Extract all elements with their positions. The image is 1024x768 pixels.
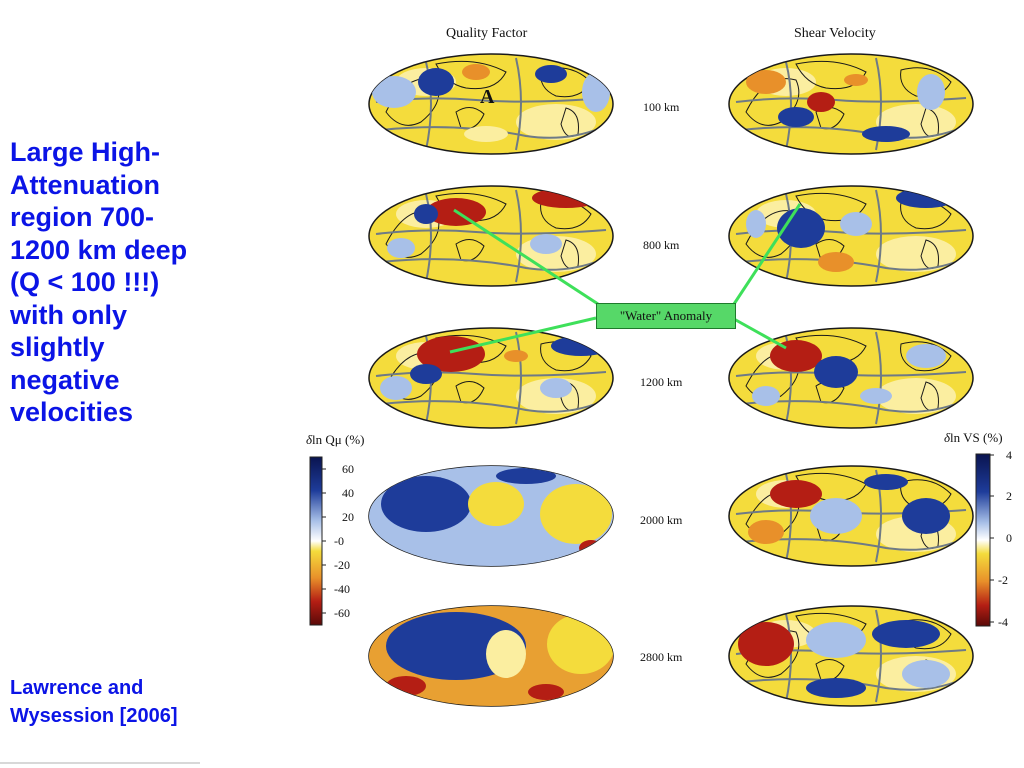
colorbar-vs-ticks (990, 454, 994, 623)
depth-label-2000km: 2000 km (640, 513, 683, 527)
globe-q-2000km (366, 464, 616, 568)
main-text-line: with only (10, 299, 127, 330)
main-text-line: (Q < 100 !!!) (10, 267, 160, 297)
column-title-shear-velocity: Shear Velocity (794, 26, 876, 41)
anomaly-leader-lines (449, 203, 802, 354)
colorbar-vs-tick: 2 (1006, 489, 1012, 503)
depth-label-800km: 800 km (643, 238, 680, 252)
globe-vs-100km (729, 54, 973, 154)
globe-q-800km (369, 186, 613, 286)
colorbar-vs-tick: -4 (998, 615, 1008, 629)
globe-vs-1200km (729, 328, 973, 428)
colorbar-vs-title-text: ln VS (%) (950, 430, 1003, 445)
colorbar-q-title-delta: δ (306, 432, 313, 447)
colorbar-q-ticks (322, 468, 326, 614)
main-text-line: Attenuation (10, 169, 160, 200)
colorbar-q-tick: 20 (342, 510, 354, 524)
colorbar-q-tick: -20 (334, 558, 350, 572)
globe-vs-2800km (729, 606, 973, 706)
depth-label-100km: 100 km (643, 100, 680, 114)
colorbar-vs-tick: 4 (1006, 448, 1012, 462)
colorbar-vs-title-delta: δ (944, 430, 951, 445)
colorbar-vs-tick: 0 (1006, 531, 1012, 545)
citation-line: Wysession [2006] (10, 705, 178, 727)
slide-main-text: Large High- Attenuation region 700- 1200… (10, 136, 250, 429)
colorbar-q-title: δln Qμ (%) (306, 432, 365, 448)
figure-graphics (309, 14, 994, 744)
colorbar-q-tick: -0 (334, 534, 344, 548)
bottom-rule (0, 762, 200, 764)
citation: Lawrence and Wysession [2006] (10, 674, 250, 730)
main-text-line: region 700- (10, 202, 155, 232)
depth-label-1200km: 1200 km (640, 375, 683, 389)
main-text-line: negative (10, 364, 120, 395)
globe-q-2800km (366, 604, 616, 708)
water-anomaly-callout: "Water" Anomaly (596, 303, 736, 329)
colorbar-q-tick: -40 (334, 582, 350, 596)
colorbar-q (309, 456, 323, 626)
citation-line: Lawrence and (10, 677, 144, 699)
main-text-line: Large High- (10, 137, 161, 167)
colorbar-q-tick: 40 (342, 486, 354, 500)
main-text-line: 1200 km deep (10, 234, 188, 265)
globe-vs-800km (729, 186, 973, 286)
globe-vs-2000km (729, 466, 973, 566)
main-text-line: velocities (10, 397, 134, 427)
colorbar-q-tick: 60 (342, 462, 354, 476)
depth-label-2800km: 2800 km (640, 650, 683, 664)
colorbar-vs-title: δln VS (%) (944, 430, 1003, 446)
colorbar-q-title-text: ln Qμ (%) (312, 432, 365, 447)
tomography-figure: Quality Factor Shear Velocity A 100 km 8… (290, 14, 1020, 744)
colorbar-vs (975, 453, 991, 627)
colorbar-q-tick: -60 (334, 606, 350, 620)
column-title-quality-factor: Quality Factor (446, 26, 528, 41)
main-text-line: slightly (10, 332, 105, 362)
map-label-a: A (480, 86, 495, 108)
colorbar-vs-tick: -2 (998, 573, 1008, 587)
